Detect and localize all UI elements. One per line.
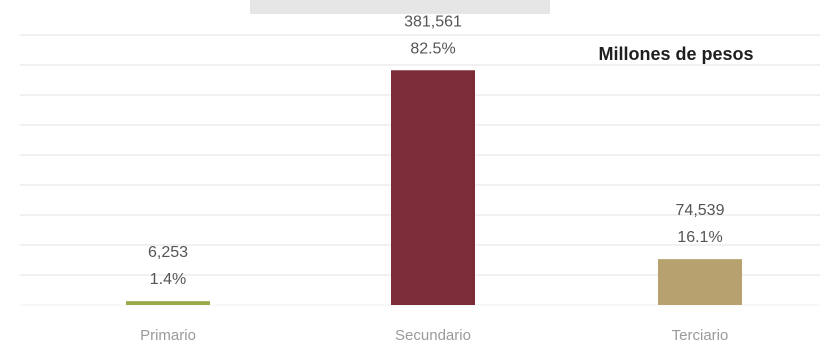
value-label-secundario: 381,561 bbox=[404, 13, 462, 30]
value-label-terciario: 74,539 bbox=[676, 202, 725, 219]
data-labels: 6,253 1.4% 381,561 82.5% 74,539 16.1% bbox=[148, 13, 725, 288]
value-label-primario: 6,253 bbox=[148, 244, 188, 261]
units-label: Millones de pesos bbox=[598, 44, 753, 64]
percent-label-secundario: 82.5% bbox=[410, 40, 455, 57]
category-label-terciario: Terciario bbox=[672, 327, 729, 344]
bars bbox=[126, 70, 742, 305]
bar-terciario bbox=[658, 259, 742, 305]
header-graphic bbox=[250, 0, 550, 14]
bar-primario bbox=[126, 301, 210, 305]
bar-secundario bbox=[391, 70, 475, 305]
percent-label-terciario: 16.1% bbox=[677, 229, 722, 246]
category-axis: Primario Secundario Terciario bbox=[140, 327, 728, 344]
category-label-secundario: Secundario bbox=[395, 327, 471, 344]
category-label-primario: Primario bbox=[140, 327, 196, 344]
percent-label-primario: 1.4% bbox=[150, 271, 186, 288]
